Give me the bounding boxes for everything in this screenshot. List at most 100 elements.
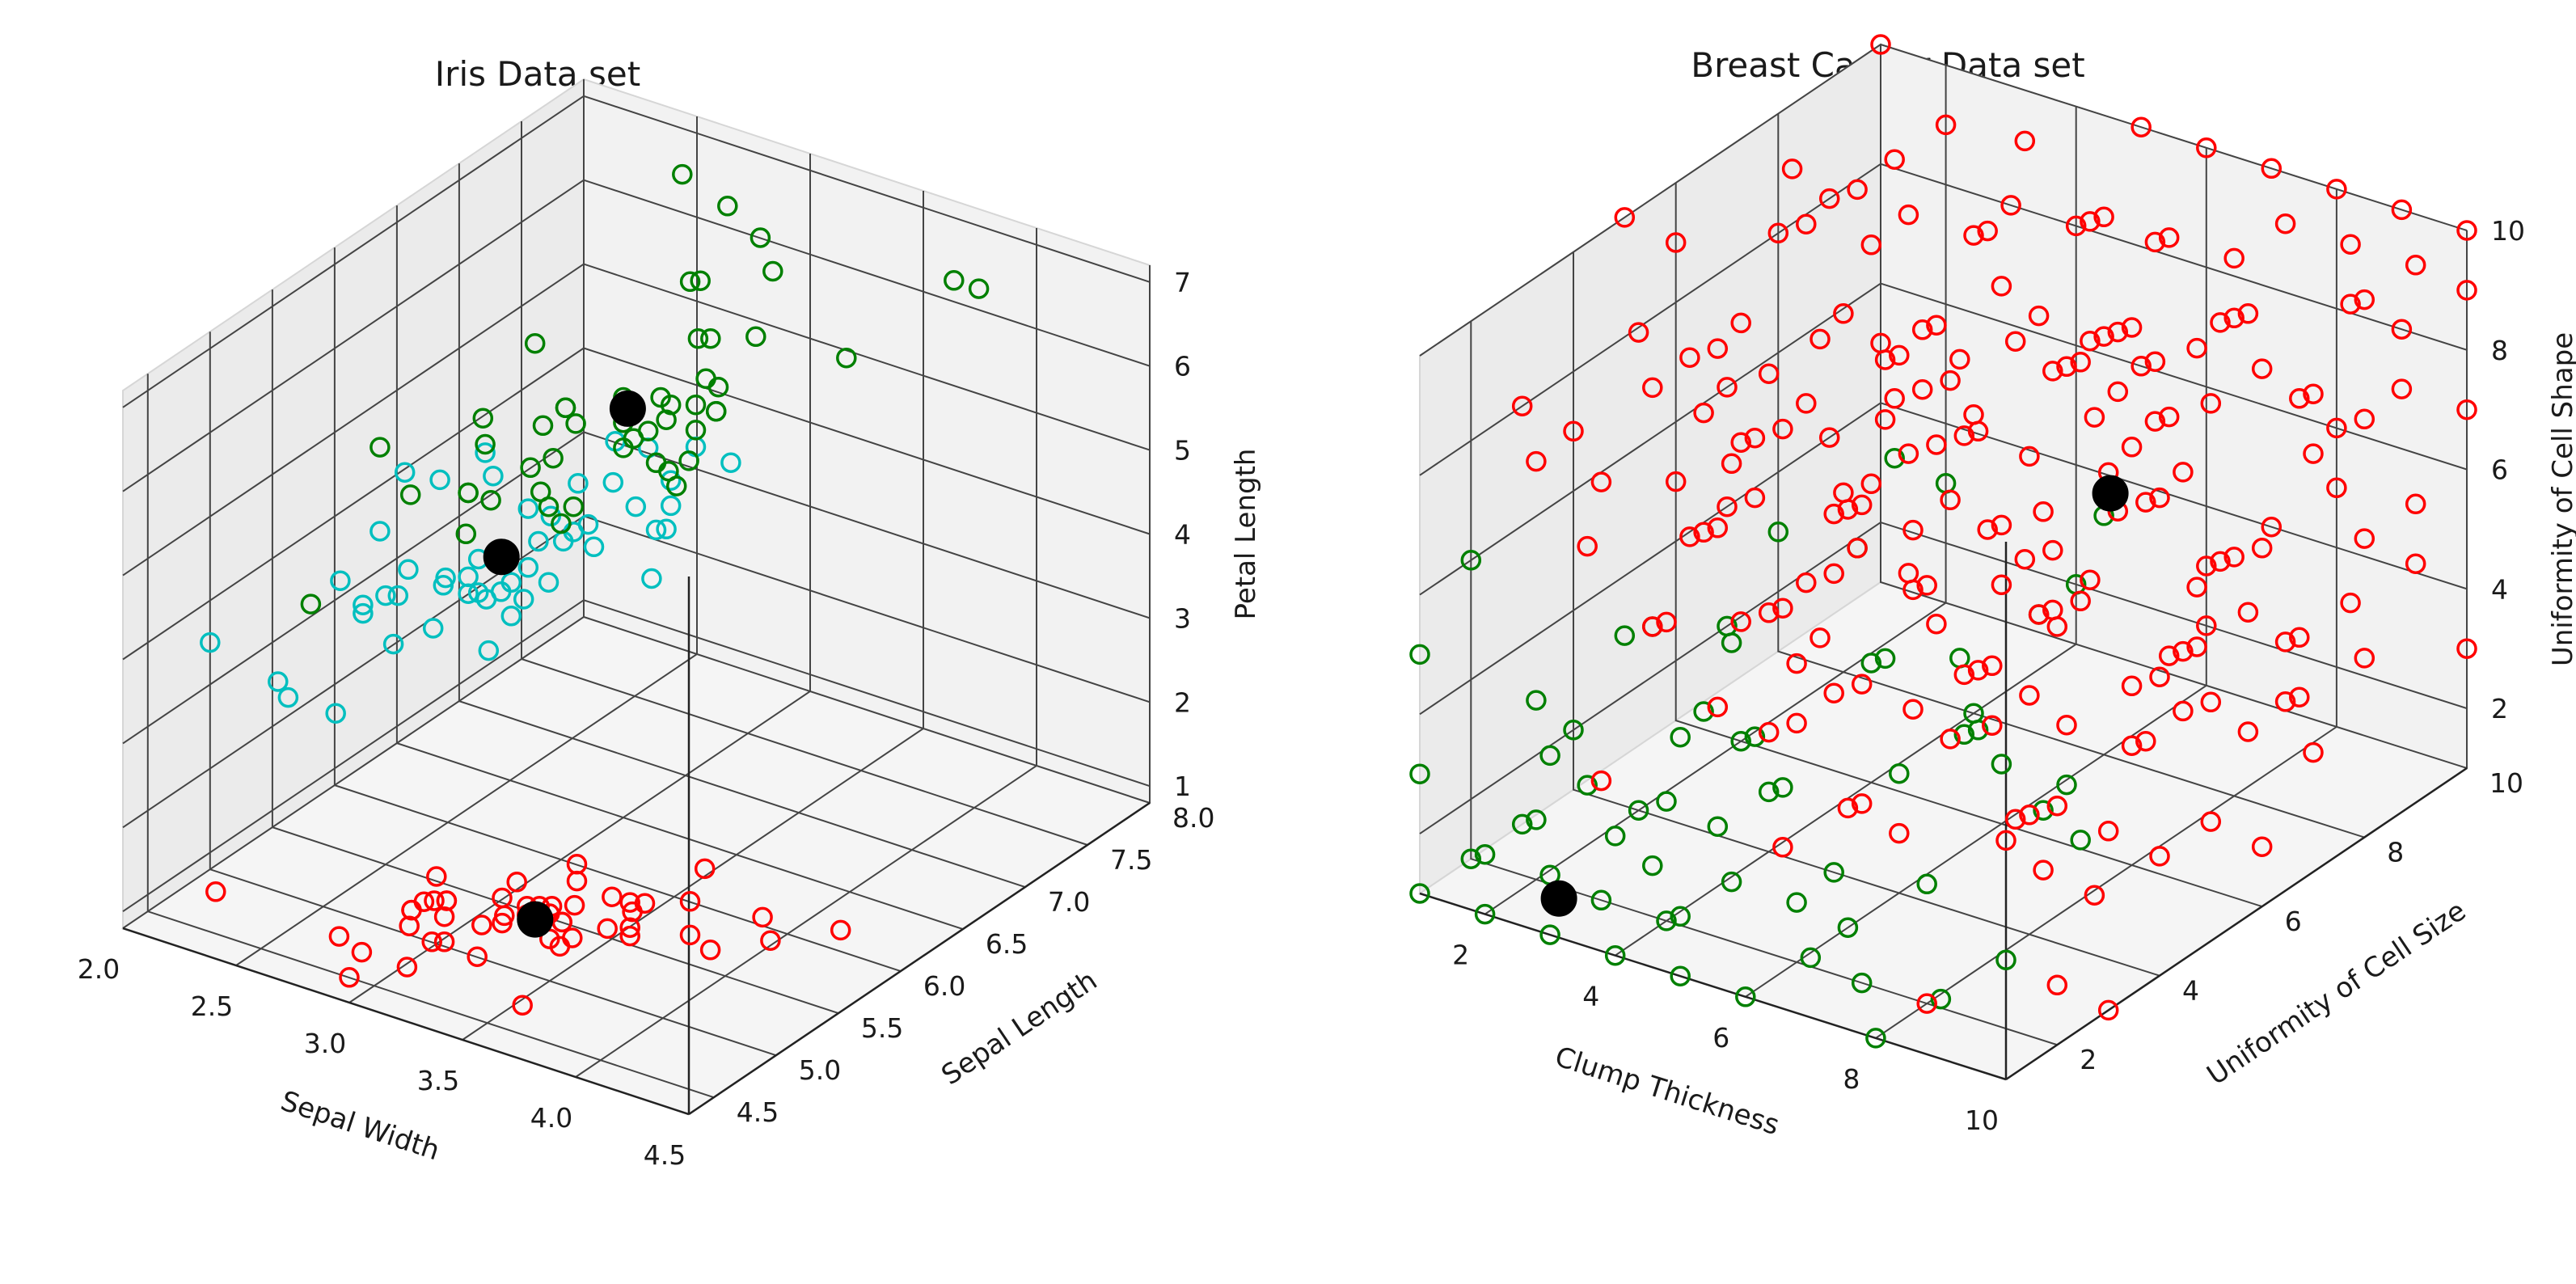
data-point (2186, 636, 2207, 657)
data-point (394, 462, 416, 483)
data-point (387, 585, 409, 606)
data-point (1511, 813, 1533, 835)
data-point (1810, 627, 1831, 648)
data-point (2158, 406, 2180, 428)
data-point (1991, 754, 2012, 775)
z-axis-label: Petal Length (1230, 449, 1262, 620)
x-tick-label: 2.0 (78, 953, 120, 985)
data-point (2028, 604, 2050, 625)
data-point (1590, 770, 1612, 792)
data-point (2158, 645, 2180, 666)
data-point (2056, 774, 2077, 796)
data-point (2303, 383, 2324, 404)
data-point (2046, 795, 2068, 817)
data-point (1642, 616, 1663, 637)
data-point (1656, 611, 1677, 633)
data-point (1665, 232, 1687, 253)
data-point (2223, 307, 2244, 329)
x-tick-label: 3.5 (417, 1065, 459, 1096)
data-point (1953, 664, 1975, 686)
data-point (1670, 726, 1691, 748)
data-point (2121, 735, 2143, 756)
grid-line (1419, 43, 2468, 357)
data-point (1796, 213, 1817, 234)
grid-line (1470, 321, 2058, 1046)
data-point (1730, 730, 1751, 752)
data-point (2340, 294, 2361, 315)
data-point (1772, 598, 1793, 619)
data-point (1721, 871, 1742, 893)
data-point (399, 915, 420, 936)
data-point (2033, 501, 2054, 522)
data-point (370, 521, 391, 542)
breast-cancer-scatter-panel: Breast Cancer Data set 24681024681024681… (1409, 34, 2576, 1142)
data-point (2107, 381, 2129, 403)
data-point (375, 585, 396, 606)
centroid-point (517, 901, 554, 938)
data-point (2028, 305, 2050, 327)
data-point (622, 901, 643, 923)
y-tick-label: 7.0 (1048, 886, 1090, 918)
z-tick-label: 8 (2491, 335, 2508, 366)
data-point (2135, 492, 2156, 513)
data-point (679, 271, 701, 293)
data-point (1721, 632, 1742, 653)
data-point (478, 640, 500, 661)
data-point (1930, 988, 1952, 1010)
data-point (565, 413, 586, 434)
z-tick-label: 3 (1174, 602, 1191, 634)
data-point (1953, 724, 1975, 745)
x-axis-label: Clump Thickness (1551, 1041, 1783, 1142)
data-point (1982, 655, 2003, 677)
data-point (1642, 377, 1663, 399)
data-point (637, 420, 659, 441)
data-point (1717, 496, 1738, 517)
grid-line (122, 263, 1151, 577)
data-point (1474, 903, 1496, 925)
data-point (1898, 563, 1919, 584)
data-point (433, 931, 455, 952)
data-point (2354, 289, 2375, 310)
data-point (1670, 906, 1691, 927)
data-point (720, 452, 741, 473)
y-axis-label: Uniformity of Cell Size (2202, 895, 2473, 1092)
data-point (2251, 358, 2273, 379)
data-point (421, 931, 442, 952)
x-tick-label: 6 (1712, 1022, 1729, 1054)
data-point (2130, 356, 2152, 377)
data-point (619, 892, 640, 913)
data-point (1870, 34, 1891, 55)
iris-scatter-panel: Iris Data set 2.02.53.03.54.04.54.55.05.… (78, 54, 1262, 1171)
data-point (2251, 538, 2273, 559)
data-point (1604, 944, 1626, 966)
data-point (520, 457, 541, 479)
data-point (679, 891, 701, 912)
data-point (1744, 487, 1766, 509)
grid-line (1777, 113, 2365, 838)
data-point (200, 631, 221, 653)
data-point (760, 930, 781, 951)
data-point (1526, 809, 1547, 830)
data-point (1642, 855, 1663, 876)
data-point (1889, 762, 1910, 784)
data-point (1721, 453, 1742, 475)
z-tick-label: 10 (2491, 215, 2525, 247)
data-point (1590, 889, 1612, 911)
data-point (512, 995, 533, 1016)
data-point (1796, 393, 1817, 414)
data-point (2210, 551, 2231, 572)
data-point (524, 332, 546, 354)
data-point (1693, 522, 1714, 543)
data-point (695, 368, 716, 390)
data-point (1767, 522, 1789, 543)
data-point (2033, 800, 2054, 821)
data-point (1539, 924, 1560, 945)
data-point (1656, 910, 1677, 931)
data-point (300, 593, 322, 615)
data-point (1781, 158, 1803, 180)
data-point (2019, 446, 2040, 467)
data-point (2070, 590, 2091, 612)
data-point (619, 917, 640, 938)
x-tick-label: 3.0 (304, 1028, 346, 1059)
data-point (2186, 577, 2207, 598)
